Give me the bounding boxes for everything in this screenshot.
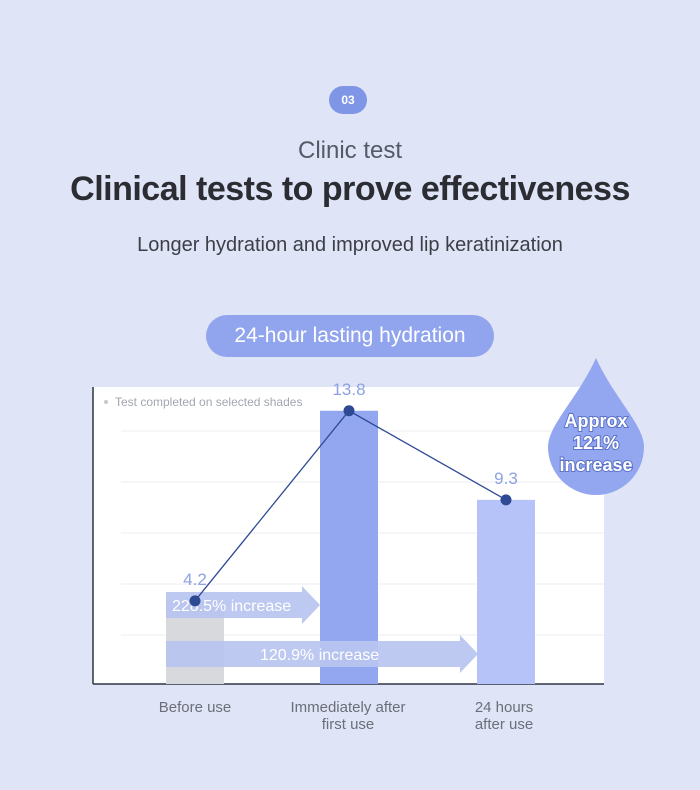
comparison-arrow-2	[166, 635, 478, 673]
category-label-3: after use	[475, 716, 533, 733]
bar-2	[320, 410, 378, 684]
chart-note: Test completed on selected shades	[115, 395, 302, 409]
value-label-2: 13.8	[332, 380, 365, 399]
category-label-1: Before use	[159, 699, 232, 716]
hydration-pill: 24-hour lasting hydration	[206, 315, 494, 357]
droplet-icon	[548, 358, 644, 495]
value-label-1: 4.2	[183, 570, 207, 589]
data-point-3	[500, 494, 512, 506]
data-point-1	[189, 595, 201, 607]
section-kicker: Clinic test	[297, 137, 403, 164]
step-badge: 03	[329, 86, 367, 114]
value-label-3: 9.3	[494, 469, 518, 488]
comparison-arrow-1	[166, 586, 320, 624]
page-title: Clinical tests to prove effectiveness	[70, 170, 630, 208]
note-bullet	[104, 400, 108, 404]
comparison-label-2: 120.9% increase	[260, 647, 379, 664]
page-subtitle: Longer hydration and improved lip kerati…	[137, 234, 563, 256]
bar-3	[477, 499, 535, 684]
data-point-2	[343, 405, 355, 417]
category-label-3: 24 hours	[475, 699, 533, 716]
comparison-label-1: 228.5% increase	[172, 598, 291, 615]
category-label-2: first use	[322, 716, 375, 733]
callout-line-2: 121%	[573, 433, 619, 453]
callout-line-1: Approx	[565, 411, 628, 431]
category-label-2: Immediately after	[290, 699, 405, 716]
callout-line-3: increase	[559, 455, 632, 475]
